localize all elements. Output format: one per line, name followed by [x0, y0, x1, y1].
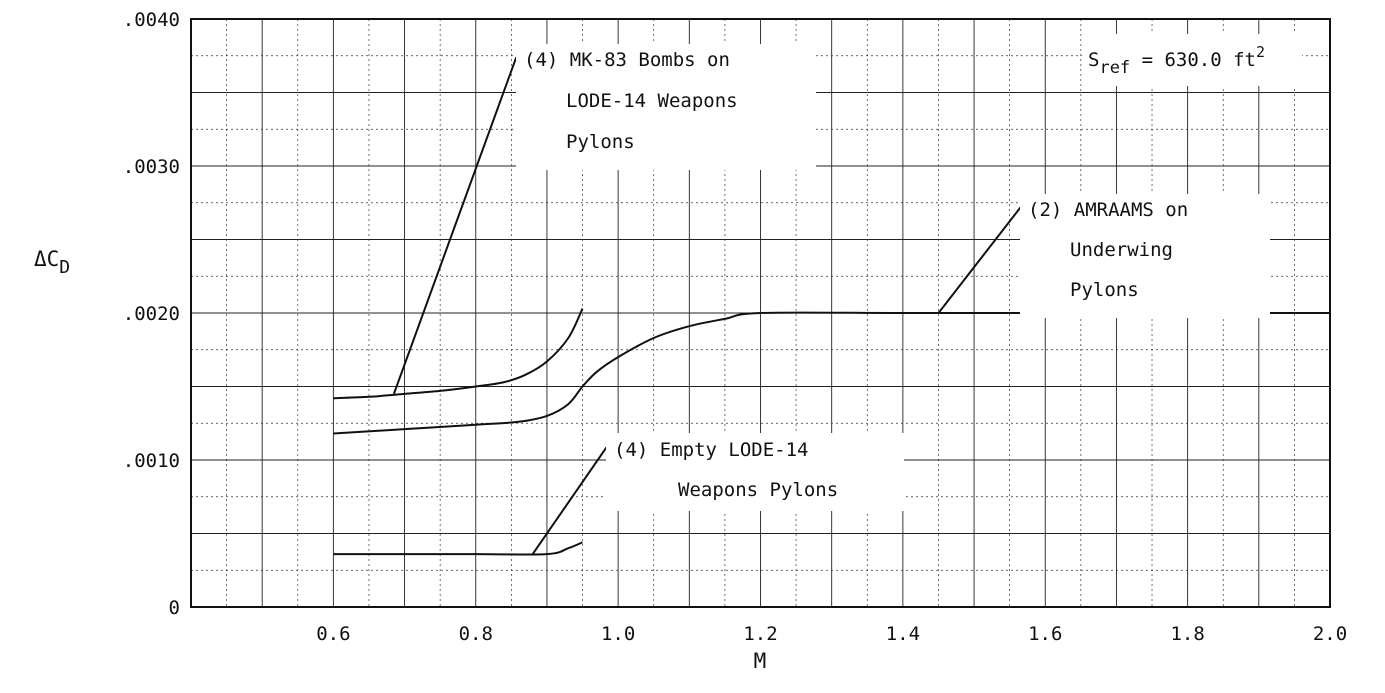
svg-text:Sref = 630.0 ft2: Sref = 630.0 ft2 [1088, 43, 1265, 78]
y-tick-label: .0030 [123, 156, 180, 178]
annotation-amraam-line-1: (2) AMRAAMS on [1028, 199, 1188, 221]
annotation-leader-line [937, 207, 1030, 314]
y-tick-label: .0040 [123, 9, 180, 31]
x-tick-label: 1.6 [1028, 623, 1062, 645]
series-line-mk83-bombs [333, 308, 584, 400]
y-axis-label-main: ΔC [34, 247, 59, 271]
annotation-mk83-line-2: LODE-14 Weapons [566, 90, 738, 112]
x-axis-label: M [754, 649, 767, 673]
annotation-mk83-line-3: Pylons [566, 131, 635, 153]
y-tick-label: .0020 [123, 303, 180, 325]
ref-superscript: 2 [1256, 43, 1265, 61]
ref-value: = 630.0 ft [1130, 49, 1256, 71]
x-tick-label: 1.4 [886, 623, 920, 645]
reference-area-label: Sref = 630.0 ft2 [1082, 34, 1302, 86]
y-axis-ticks: 0 .0010 .0020 .0030 .0040 [123, 9, 180, 619]
annotation-amraam-line-3: Pylons [1070, 279, 1139, 301]
annotation-leader-line [392, 57, 526, 395]
annotation-leader-line [531, 447, 616, 555]
x-tick-label: 1.8 [1170, 623, 1204, 645]
ref-subscript: ref [1099, 58, 1130, 78]
annotation-mk83-line-1: (4) MK-83 Bombs on [524, 49, 730, 71]
y-tick-label: .0010 [123, 450, 180, 472]
annotation-empty-line-2: Weapons Pylons [678, 479, 838, 501]
y-axis-label-sub: D [59, 257, 70, 278]
annotation-amraam-line-2: Underwing [1070, 239, 1173, 261]
annotation-empty-line-1: (4) Empty LODE-14 [614, 439, 808, 461]
annotation-empty-pylons: (4) Empty LODE-14 Weapons Pylons [606, 433, 904, 511]
y-tick-label: 0 [169, 597, 180, 619]
annotation-mk83: (4) MK-83 Bombs on LODE-14 Weapons Pylon… [516, 44, 816, 170]
ref-symbol: S [1088, 49, 1099, 71]
x-tick-label: 1.2 [743, 623, 777, 645]
x-axis-ticks: 0.6 0.8 1.0 1.2 1.4 1.6 1.8 2.0 [316, 623, 1347, 645]
x-tick-label: 0.8 [459, 623, 493, 645]
x-tick-label: 0.6 [316, 623, 350, 645]
x-tick-label: 1.0 [601, 623, 635, 645]
y-axis-label: ΔCD [34, 247, 70, 278]
annotation-amraam: (2) AMRAAMS on Underwing Pylons [1020, 194, 1270, 318]
x-tick-label: 2.0 [1313, 623, 1347, 645]
series-line-empty-pylons [333, 541, 583, 556]
